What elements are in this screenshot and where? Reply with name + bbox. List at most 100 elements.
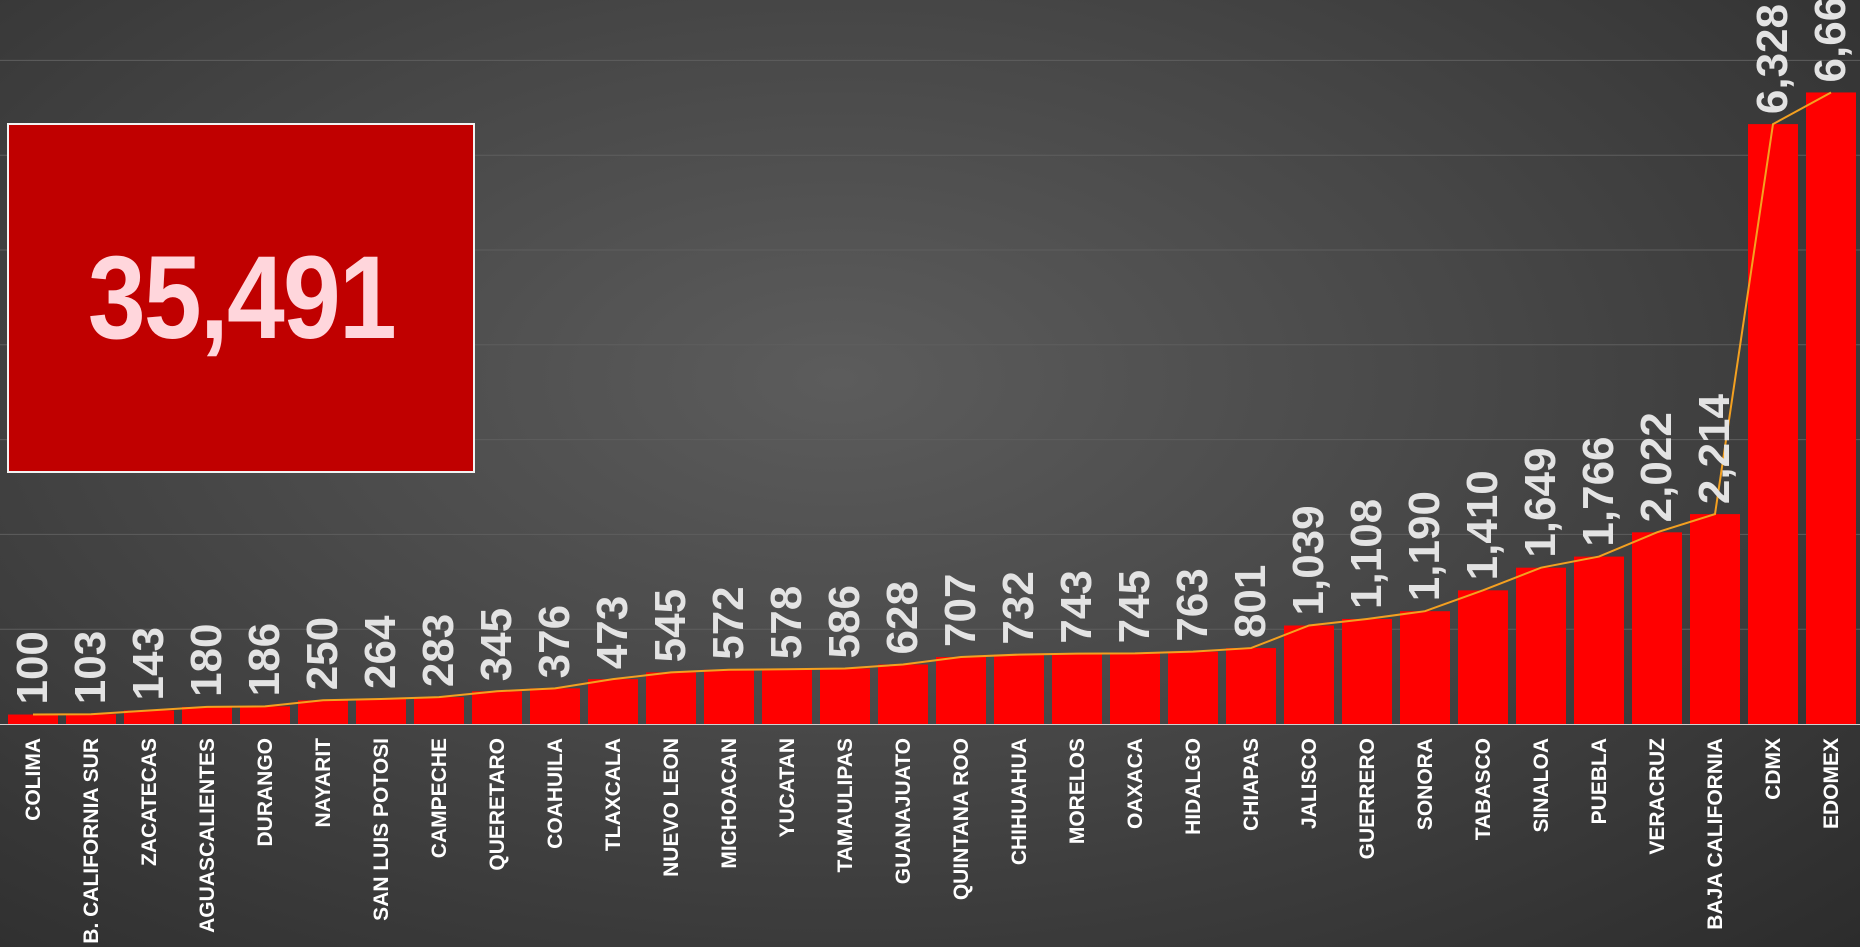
bar-value-label: 1,190 [1400,491,1449,601]
value-labels: 100 103 143 180 186 250 264 283 345 376 473 545 572 5… [8,0,1855,705]
bar [298,700,348,724]
bar [182,706,232,724]
trend-line-group [32,91,1832,716]
bar [1806,92,1856,725]
bar-value-label: 1,039 [1284,505,1333,615]
bar-value-label: 100 [8,631,57,704]
category-label: MORELOS [1066,738,1089,844]
category-label: ZACATECAS [138,738,161,866]
bar [1110,653,1160,724]
bar-value-label: 473 [588,596,637,669]
bar-value-label: 1,108 [1342,499,1391,609]
bar [1632,532,1682,724]
category-label: TLAXCALA [602,738,625,851]
category-label: COLIMA [22,738,45,821]
bar-value-label: 376 [530,605,579,678]
category-label: NAYARIT [312,738,335,828]
bar-value-label: 103 [66,631,115,704]
bar-value-label: 707 [936,574,985,647]
bar [1052,653,1102,724]
bar [646,672,696,724]
category-label: OAXACA [1124,738,1147,829]
bar-value-label: 186 [240,623,289,696]
bar-value-label: 283 [414,614,463,687]
bar [820,668,870,724]
category-label: CDMX [1762,738,1785,800]
category-label: CHIAPAS [1240,738,1263,831]
category-label: COAHUILA [544,738,567,849]
bar [704,669,754,724]
bar-value-label: 2,214 [1690,393,1739,504]
bar-value-label: 250 [298,617,347,690]
bar-value-label: 6,328 [1748,4,1797,114]
bar-value-label: 586 [820,585,869,658]
total-count-value: 35,491 [87,232,396,364]
bar [66,714,116,724]
bar-value-label: 264 [356,615,405,689]
bar-value-label: 1,649 [1516,448,1565,558]
category-label: NUEVO LEON [660,738,683,877]
category-label: HIDALGO [1182,738,1205,835]
bar-value-label: 143 [124,627,173,700]
bar [878,664,928,724]
bar [1226,648,1276,724]
bar-value-label: 763 [1168,568,1217,641]
bar-value-label: 578 [762,586,811,659]
category-label: BAJA CALIFORNIA [1704,738,1727,930]
bar-value-label: 6,662 [1806,0,1855,82]
bar-value-label: 345 [472,608,521,681]
bar-value-label: 1,766 [1574,436,1623,546]
bar-value-label: 180 [182,624,231,697]
trend-line [32,91,1832,716]
category-label: GUANAJUATO [892,738,915,884]
bar-value-label: 545 [646,589,695,662]
bar-value-label: 732 [994,571,1043,644]
bar [472,691,522,724]
bar [1168,651,1218,724]
bar-value-label: 745 [1110,570,1159,643]
category-label: TAMAULIPAS [834,738,857,873]
category-labels: COLIMA B. CALIFORNIA SUR ZACATECAS AGUASCAL… [22,738,1843,944]
bar-value-label: 2,022 [1632,412,1681,522]
bar [994,654,1044,724]
category-label: SINALOA [1530,738,1553,833]
category-label: EDOMEX [1820,738,1843,829]
category-label: JALISCO [1298,738,1321,829]
bar [1284,625,1334,724]
category-label: B. CALIFORNIA SUR [80,738,103,944]
category-label: GUERRERO [1356,738,1379,859]
category-label: SAN LUIS POTOSI [370,738,393,921]
bar [124,710,174,724]
category-label: SONORA [1414,738,1437,830]
total-count-box: 35,491 [7,123,475,473]
category-label: QUERETARO [486,738,509,871]
bar [1400,611,1450,724]
category-label: QUINTANA ROO [950,738,973,900]
bar-value-label: 801 [1226,565,1275,638]
bar [356,698,406,724]
bar [762,669,812,724]
category-label: YUCATAN [776,738,799,838]
bar [1516,567,1566,724]
bar [8,714,58,724]
bar [1458,590,1508,724]
bar-value-label: 1,410 [1458,470,1507,580]
bar [1574,556,1624,724]
bar-value-label: 743 [1052,570,1101,643]
bar [588,679,638,724]
bar [414,697,464,724]
bar [1690,514,1740,724]
bar-value-label: 572 [704,586,753,659]
bar [1342,618,1392,724]
bars [8,92,1856,725]
category-label: VERACRUZ [1646,738,1669,855]
category-label: TABASCO [1472,738,1495,840]
category-label: CAMPECHE [428,738,451,858]
bar [240,706,290,724]
bar [936,656,986,724]
category-label: AGUASCALIENTES [196,738,219,933]
bar [530,688,580,724]
category-label: CHIHUAHUA [1008,738,1031,865]
